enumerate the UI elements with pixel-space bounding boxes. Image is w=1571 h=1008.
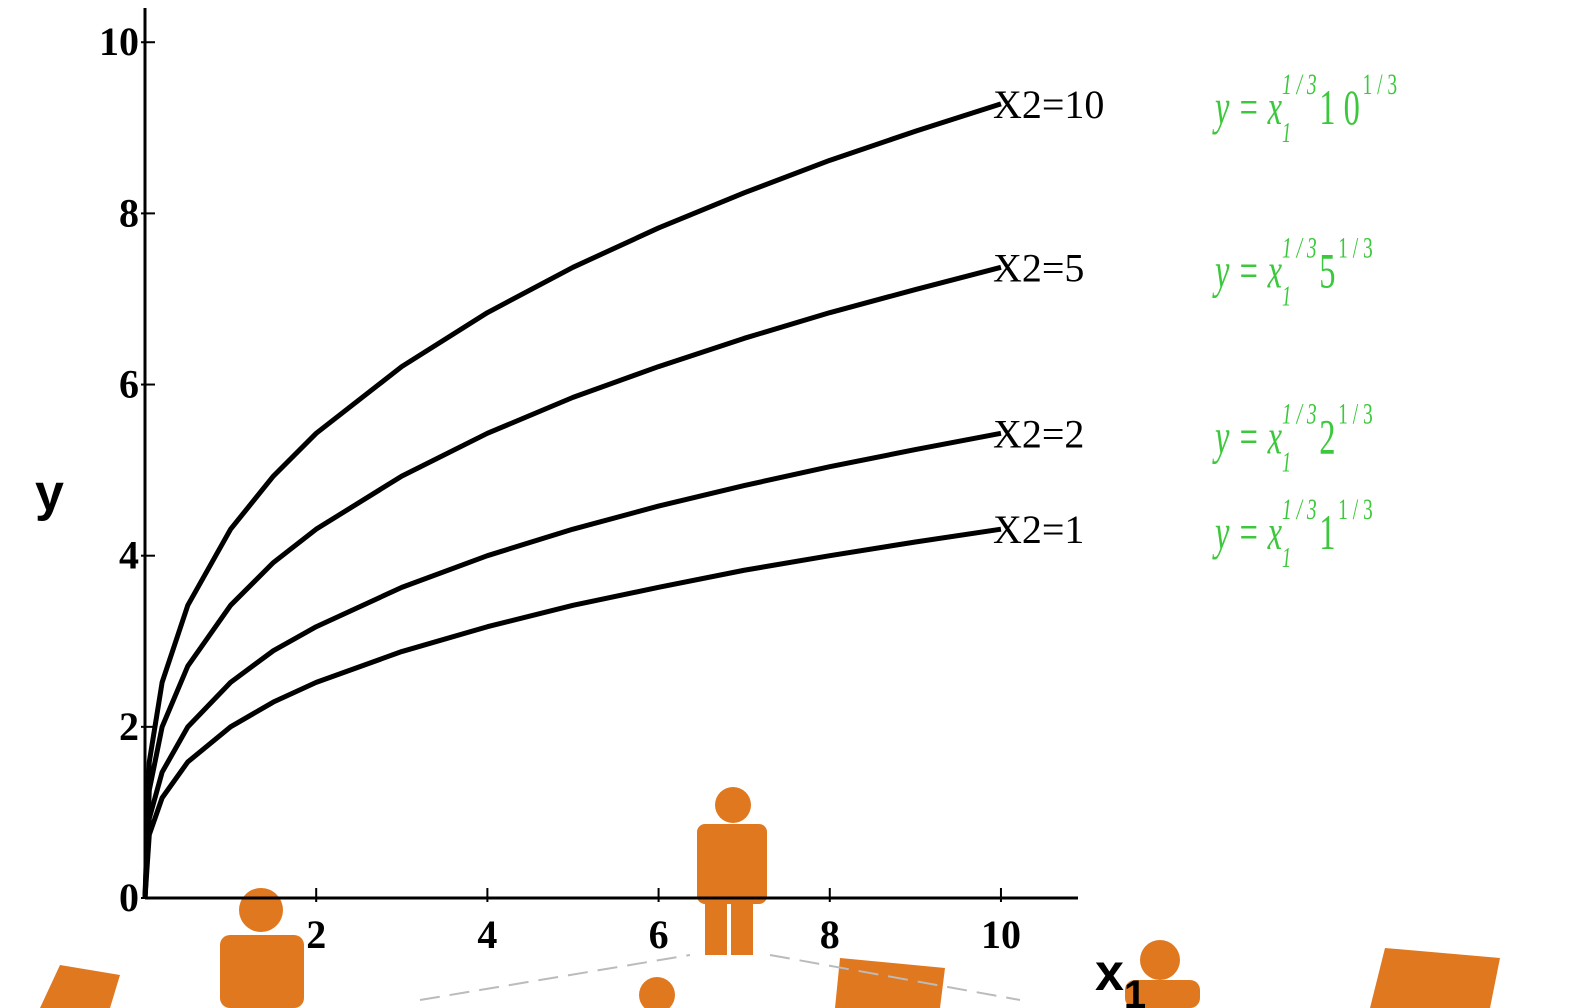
- equation-factor-sup: 1 / 3: [1338, 397, 1373, 430]
- equation-factor-sup: 1 / 3: [1338, 231, 1373, 264]
- series-line: [142, 101, 1002, 899]
- equation: y = x1 1 / 321 / 3: [1212, 397, 1373, 478]
- y-tick-label: 10: [99, 19, 139, 64]
- y-axis-label: y: [35, 464, 64, 522]
- equation-factor: 2: [1319, 409, 1335, 465]
- y-tick-label: 2: [119, 704, 139, 749]
- equation-factor: 1 0: [1319, 80, 1360, 136]
- x-tick-label: 2: [306, 912, 326, 957]
- equation-sub: 1: [1282, 118, 1291, 149]
- y-tick-label: 8: [119, 190, 139, 235]
- equation-sup: 1 / 3: [1282, 68, 1317, 101]
- series-line: [142, 526, 1002, 899]
- equation-factor: 1: [1319, 505, 1335, 561]
- x-tick-label: 10: [981, 912, 1021, 957]
- series-label: X2=2: [993, 411, 1084, 456]
- x-tick-label: 4: [477, 912, 497, 957]
- y-tick-label: 0: [119, 875, 139, 920]
- x-tick-label: 6: [649, 912, 669, 957]
- equation-lhs: y = x: [1212, 409, 1282, 465]
- x-axis-label: x1: [1095, 944, 1146, 1008]
- equation-lhs: y = x: [1212, 243, 1282, 299]
- series-line: [142, 264, 1002, 899]
- equation-sup: 1 / 3: [1282, 231, 1317, 264]
- series-line: [142, 430, 1002, 899]
- equation: y = x1 1 / 351 / 3: [1212, 231, 1373, 312]
- series-label: X2=5: [993, 245, 1084, 290]
- x-axis-label-sub: 1: [1124, 973, 1146, 1008]
- equation-lhs: y = x: [1212, 80, 1282, 136]
- x-tick-label: 8: [820, 912, 840, 957]
- decoration: [40, 787, 1500, 1008]
- x-axis-label-main: x: [1095, 944, 1124, 1002]
- equation-sub: 1: [1282, 448, 1291, 479]
- equation-lhs: y = x: [1212, 505, 1282, 561]
- series-label: X2=10: [993, 82, 1104, 127]
- equation-sub: 1: [1282, 543, 1291, 574]
- equation-sup: 1 / 3: [1282, 493, 1317, 526]
- equation-factor-sup: 1 / 3: [1363, 68, 1398, 101]
- equation-sup: 1 / 3: [1282, 397, 1317, 430]
- equation: y = x1 1 / 31 01 / 3: [1212, 68, 1397, 149]
- y-tick-label: 4: [119, 533, 139, 578]
- y-tick-label: 6: [119, 362, 139, 407]
- series-label: X2=1: [993, 507, 1084, 552]
- equation-factor-sup: 1 / 3: [1338, 493, 1373, 526]
- equation-sub: 1: [1282, 282, 1291, 313]
- equation: y = x11 / 311 / 3: [1212, 493, 1373, 574]
- equation-factor: 5: [1319, 243, 1335, 299]
